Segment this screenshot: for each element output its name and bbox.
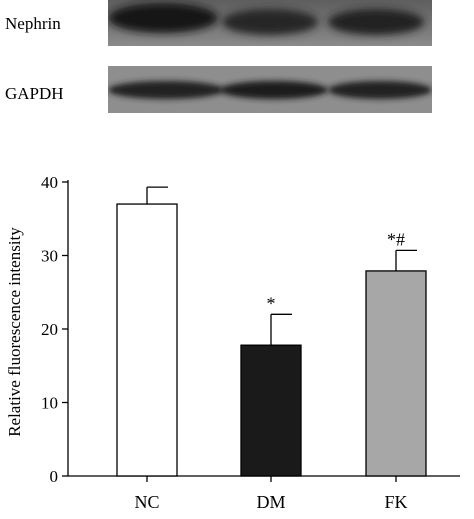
x-tick-label: NC: [134, 492, 159, 512]
x-tick-label: FK: [384, 492, 407, 512]
blot-label-nephrin: Nephrin: [5, 14, 61, 33]
blot-label-gapdh: GAPDH: [5, 84, 64, 103]
y-tick-label: 40: [41, 173, 58, 192]
x-tick-label: DM: [256, 492, 285, 512]
y-axis-title: Relative fluorescence intensity: [5, 227, 24, 437]
y-tick-label: 10: [41, 394, 58, 413]
blot-strip-nephrin: [108, 0, 432, 46]
bar-dm: [240, 344, 302, 477]
blot-strip-gapdh: [108, 66, 432, 113]
significance-marker: *: [267, 293, 276, 313]
bar-nc: [116, 203, 178, 477]
y-tick-label: 0: [50, 467, 59, 486]
significance-marker: *#: [387, 229, 405, 249]
bar-fk: [365, 270, 427, 477]
y-tick-label: 30: [41, 247, 58, 266]
y-tick-label: 20: [41, 320, 58, 339]
